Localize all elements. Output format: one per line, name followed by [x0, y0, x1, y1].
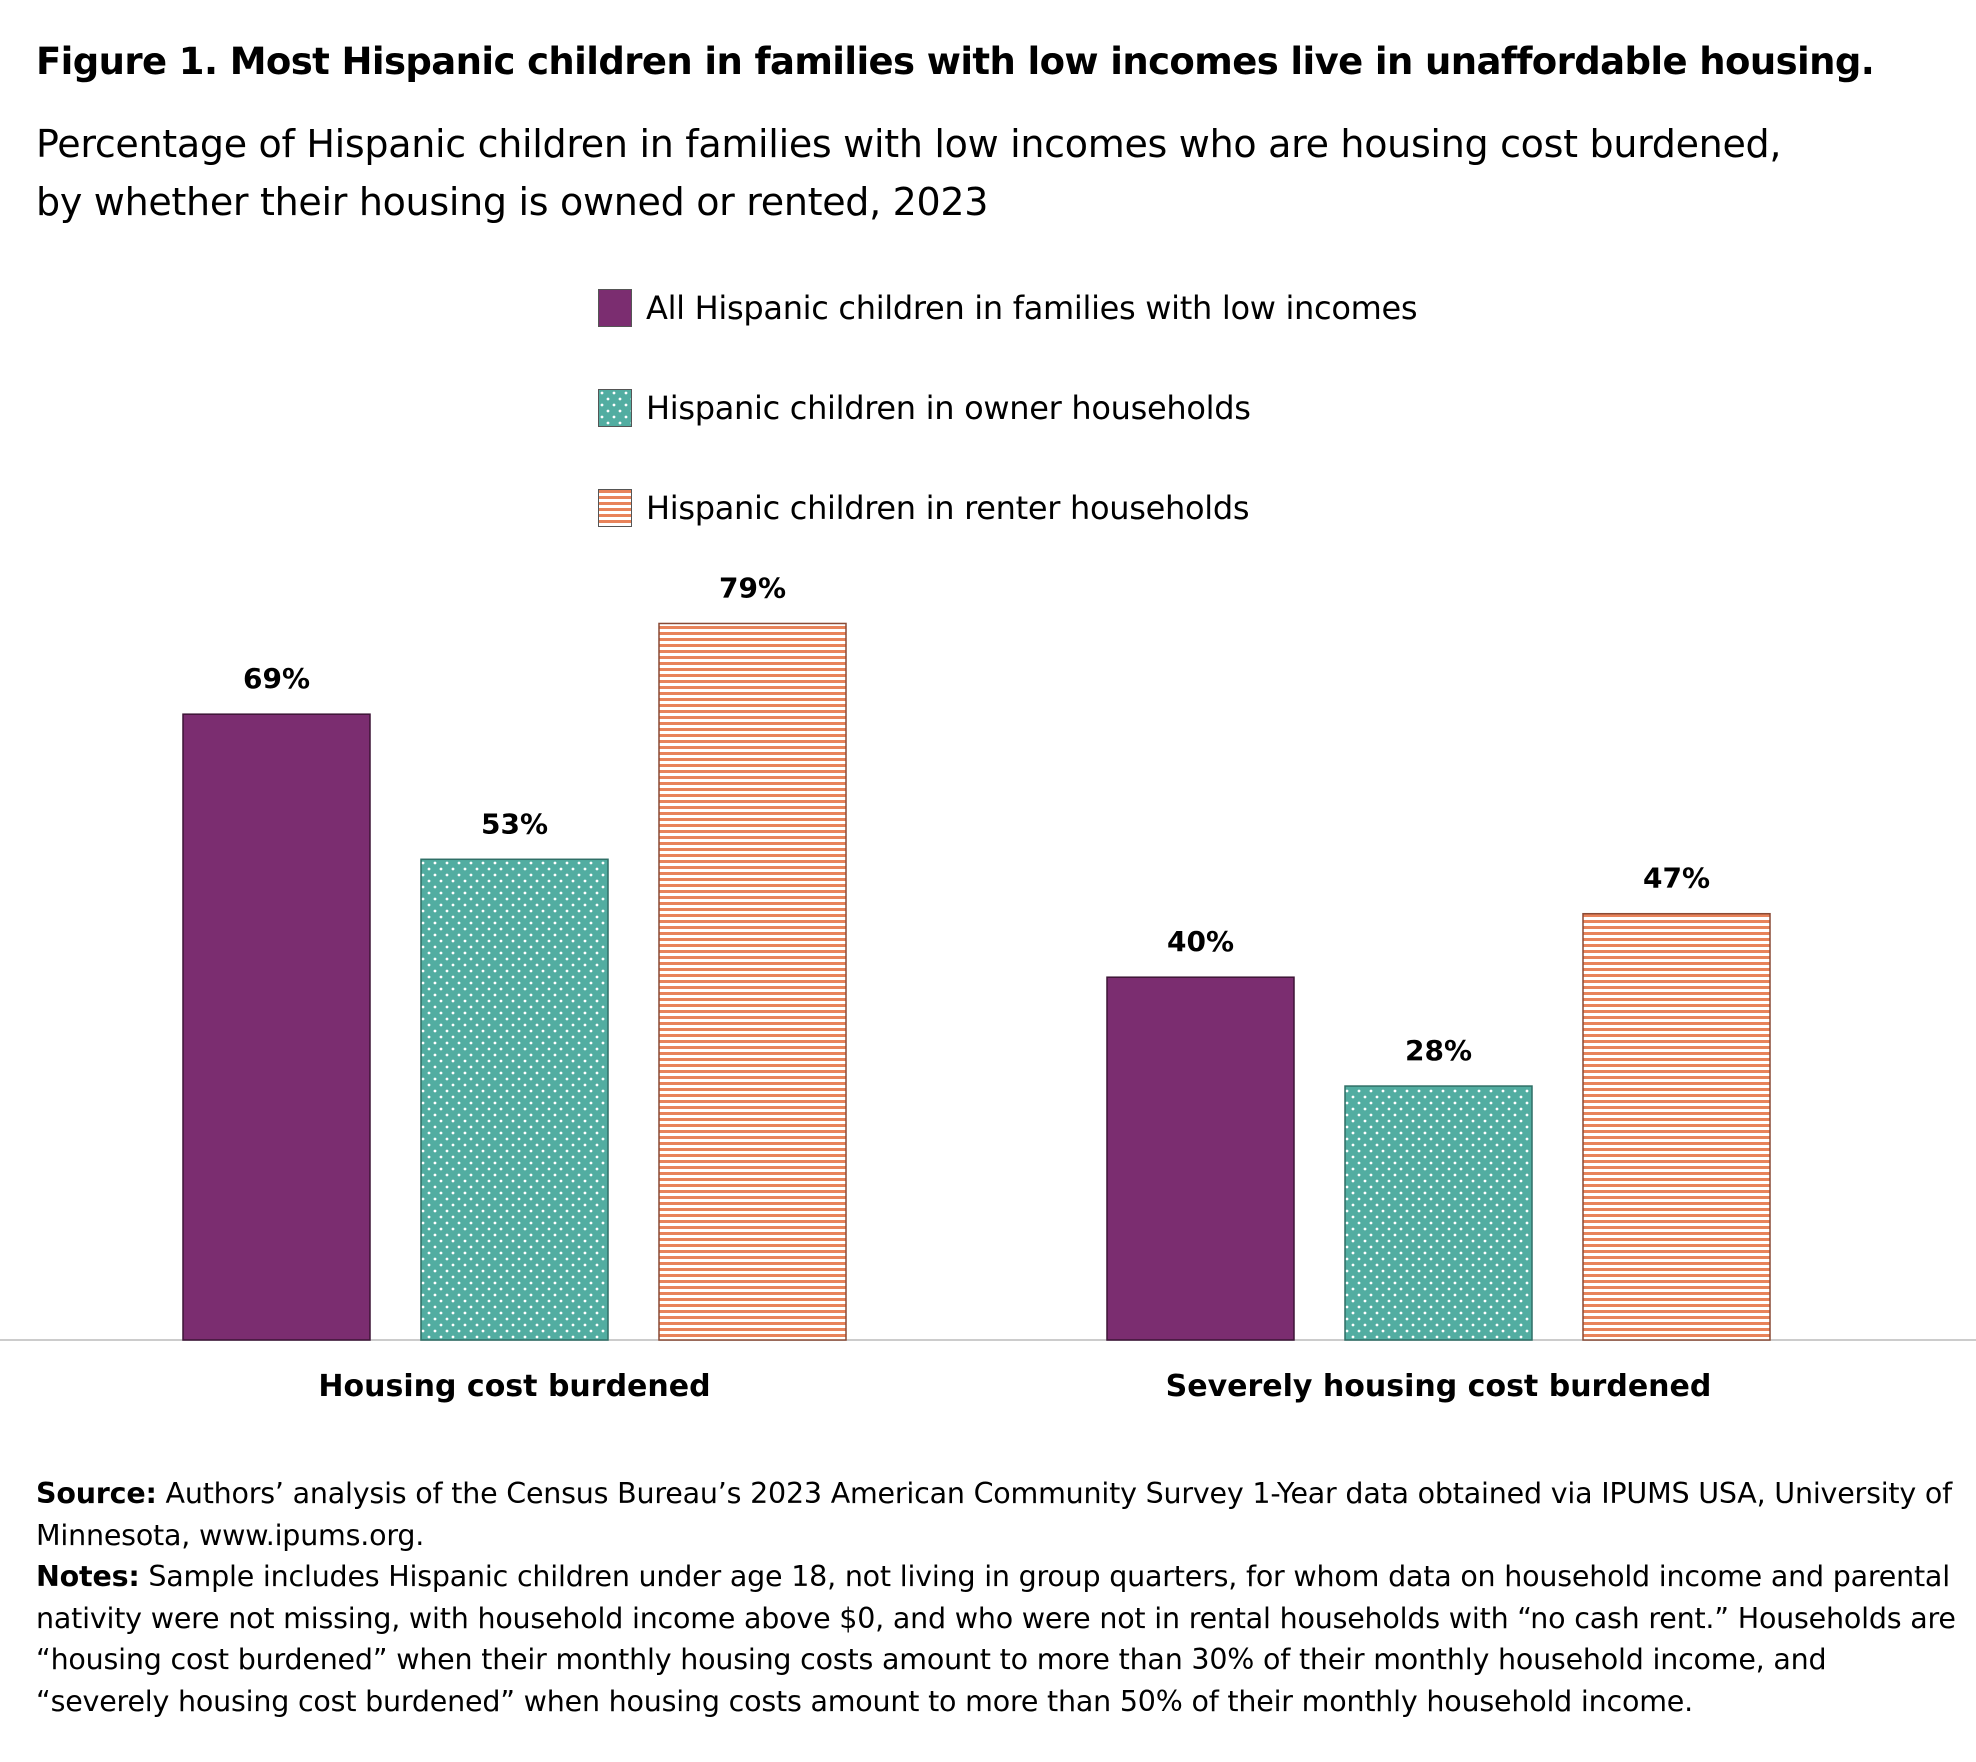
notes-label: Notes:	[36, 1560, 140, 1593]
data-label-severely-burdened-owner: 28%	[1405, 1034, 1472, 1067]
legend-item-renter: Hispanic children in renter households	[598, 458, 1417, 558]
bar-burdened-renter	[658, 622, 847, 1341]
source-label: Source:	[36, 1477, 157, 1510]
legend-label-owner: Hispanic children in owner households	[646, 389, 1251, 427]
data-label-burdened-owner: 53%	[481, 807, 548, 840]
notes-text: Sample includes Hispanic children under …	[36, 1560, 1956, 1718]
bar-chart: 69% 53% 79% Housing cost burdened 40% 28% 47% S…	[0, 571, 1976, 1404]
subtitle-line-2: by whether their housing is owned or ren…	[36, 180, 989, 224]
chart-legend: All Hispanic children in families with l…	[598, 258, 1418, 558]
data-label-burdened-all: 69%	[243, 662, 310, 695]
bar-severely-burdened-all	[1106, 976, 1295, 1341]
category-label-severely-burdened: Severely housing cost burdened	[1166, 1369, 1712, 1404]
chart-subtitle: Percentage of Hispanic children in famil…	[36, 115, 1936, 231]
source-text: Authors’ analysis of the Census Bureau’s…	[36, 1477, 1953, 1552]
data-label-burdened-renter: 79%	[719, 571, 786, 604]
bar-severely-burdened-renter	[1582, 912, 1771, 1341]
data-label-severely-burdened-renter: 47%	[1643, 862, 1710, 895]
category-label-burdened: Housing cost burdened	[318, 1369, 710, 1404]
bar-burdened-owner	[420, 858, 609, 1341]
legend-item-owner: Hispanic children in owner households	[598, 358, 1417, 458]
chart-footer: Source: Authors’ analysis of the Census …	[36, 1473, 1956, 1722]
subtitle-line-1: Percentage of Hispanic children in famil…	[36, 122, 1782, 166]
legend-swatch-all	[598, 289, 632, 327]
source-note: Source: Authors’ analysis of the Census …	[36, 1473, 1956, 1556]
legend-label-renter: Hispanic children in renter households	[646, 489, 1250, 527]
legend-swatch-renter	[598, 489, 632, 527]
notes-note: Notes: Sample includes Hispanic children…	[36, 1556, 1956, 1722]
legend-item-all: All Hispanic children in families with l…	[598, 258, 1418, 358]
bar-severely-burdened-owner	[1344, 1085, 1533, 1341]
chart-title: Figure 1. Most Hispanic children in fami…	[36, 40, 1875, 83]
legend-label-all: All Hispanic children in families with l…	[646, 289, 1418, 327]
bar-burdened-all	[182, 713, 371, 1341]
legend-swatch-owner	[598, 389, 632, 427]
data-label-severely-burdened-all: 40%	[1167, 925, 1234, 958]
